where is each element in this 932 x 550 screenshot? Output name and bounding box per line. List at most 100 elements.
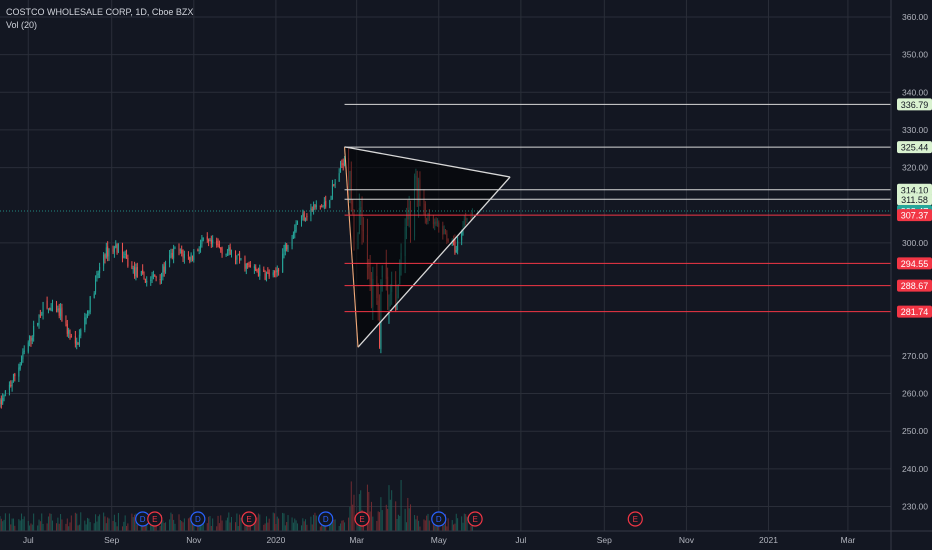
candle xyxy=(70,336,72,338)
candle xyxy=(146,280,148,283)
volume-bar xyxy=(68,526,70,531)
volume-bar xyxy=(216,526,218,531)
candle xyxy=(265,272,267,280)
price-axis-tick-label: 340.00 xyxy=(902,87,928,97)
volume-bar xyxy=(14,525,16,531)
earnings-marker[interactable] xyxy=(354,511,370,527)
candle xyxy=(42,302,44,315)
earnings-marker[interactable] xyxy=(241,511,257,527)
candle xyxy=(344,159,346,166)
candle xyxy=(46,300,48,308)
volume-bar xyxy=(88,518,90,531)
time-axis[interactable]: Jul Sep Nov 2020 Mar May Jul Sep Nov 2021 Mar xyxy=(0,530,932,545)
candle xyxy=(117,244,119,252)
candle xyxy=(455,249,457,253)
price-axis-tick-label: 300.00 xyxy=(902,238,928,248)
candle xyxy=(171,252,173,258)
triangle-upper-trendline[interactable] xyxy=(344,146,511,178)
volume-bar xyxy=(38,519,40,531)
volume-bar xyxy=(190,520,192,531)
triangle-drawing[interactable] xyxy=(344,146,511,348)
volume-bar xyxy=(80,512,82,531)
volume-bar xyxy=(170,512,172,531)
volume-bar xyxy=(333,519,335,531)
candle xyxy=(140,271,142,276)
candle xyxy=(201,240,203,245)
candle xyxy=(457,241,459,251)
volume-bar xyxy=(352,504,354,531)
volume-bar xyxy=(191,521,193,531)
candle xyxy=(74,336,76,344)
volume-bar xyxy=(107,517,109,531)
time-axis-tick-label: 2020 xyxy=(266,535,285,545)
level-price-label: 325.44 xyxy=(901,143,929,153)
price-axis[interactable]: 360.00 350.00 340.00 330.00 320.00 300.00 270.… xyxy=(890,0,928,550)
volume-bar xyxy=(463,513,465,531)
candle xyxy=(220,247,222,250)
volume-bar xyxy=(410,504,412,531)
volume-bar xyxy=(136,524,138,531)
candle xyxy=(253,266,255,269)
candle xyxy=(170,253,172,255)
volume-bar xyxy=(274,513,276,531)
volume-bar xyxy=(447,518,449,531)
candle xyxy=(255,267,257,272)
volume-bar xyxy=(259,514,261,531)
horizontal-levels[interactable]: 336.79325.44314.10311.58308.47307.37294.… xyxy=(0,98,932,318)
candle xyxy=(77,342,79,345)
candle xyxy=(302,213,304,217)
candle xyxy=(108,250,110,256)
candle xyxy=(333,184,335,186)
volume-bar xyxy=(103,512,105,531)
volume-bar xyxy=(249,524,251,531)
dividend-marker[interactable] xyxy=(318,511,334,527)
candle xyxy=(191,255,193,259)
candle xyxy=(150,279,152,281)
candle xyxy=(338,173,340,182)
volume-bar xyxy=(276,516,278,531)
dividend-marker[interactable] xyxy=(431,511,447,527)
level-price-tag xyxy=(897,183,932,196)
dividend-marker[interactable] xyxy=(190,511,206,527)
candle xyxy=(217,244,219,246)
volume-bar xyxy=(33,513,35,531)
earnings-marker[interactable] xyxy=(467,511,483,527)
volume-bar xyxy=(47,516,49,531)
volume-bar xyxy=(163,523,165,531)
candle xyxy=(182,253,184,258)
candle xyxy=(197,250,199,252)
candle xyxy=(212,240,214,244)
volume-bar xyxy=(142,523,144,531)
candle xyxy=(272,272,274,276)
volume-bar xyxy=(96,521,98,531)
triangle-lower-trendline[interactable] xyxy=(357,176,511,348)
volume-bar xyxy=(268,518,270,531)
candle xyxy=(30,336,32,342)
volume-bar xyxy=(385,504,387,531)
volume-bar xyxy=(226,517,228,531)
volume-bar xyxy=(338,526,340,531)
candle xyxy=(104,255,106,259)
candle xyxy=(319,205,321,207)
volume-bar xyxy=(265,516,267,531)
time-axis-tick-label: Jul xyxy=(515,535,526,545)
earnings-marker[interactable] xyxy=(627,511,643,527)
candle xyxy=(179,249,181,251)
triangle-left-edge[interactable] xyxy=(344,146,359,348)
volume-bar xyxy=(206,523,208,531)
volume-bar xyxy=(89,522,91,531)
candle xyxy=(305,217,307,221)
earnings-marker[interactable] xyxy=(147,511,163,527)
event-marker-letter: E xyxy=(246,515,251,524)
candle xyxy=(41,314,43,316)
volume-bar xyxy=(247,524,249,531)
event-marker-letter: E xyxy=(359,515,364,524)
volume-bar xyxy=(284,525,286,531)
volume-bar xyxy=(370,501,372,531)
volume-bar xyxy=(221,520,223,531)
candle xyxy=(296,221,298,225)
candle xyxy=(314,204,316,208)
candle xyxy=(379,310,381,348)
